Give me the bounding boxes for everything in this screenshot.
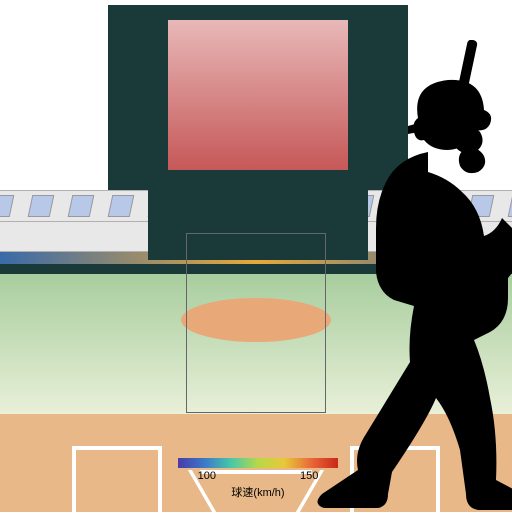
- legend-tick: 100: [198, 470, 216, 482]
- batters-box-line: [72, 446, 76, 512]
- stand-window: [28, 195, 55, 217]
- batters-box-line: [72, 446, 162, 450]
- stand-window: [108, 195, 135, 217]
- stand-window: [68, 195, 95, 217]
- velocity-legend-label: 球速(km/h): [231, 484, 284, 500]
- stage: 100150 球速(km/h): [0, 0, 512, 512]
- batters-box-line: [158, 446, 162, 512]
- batter-silhouette: [300, 40, 512, 510]
